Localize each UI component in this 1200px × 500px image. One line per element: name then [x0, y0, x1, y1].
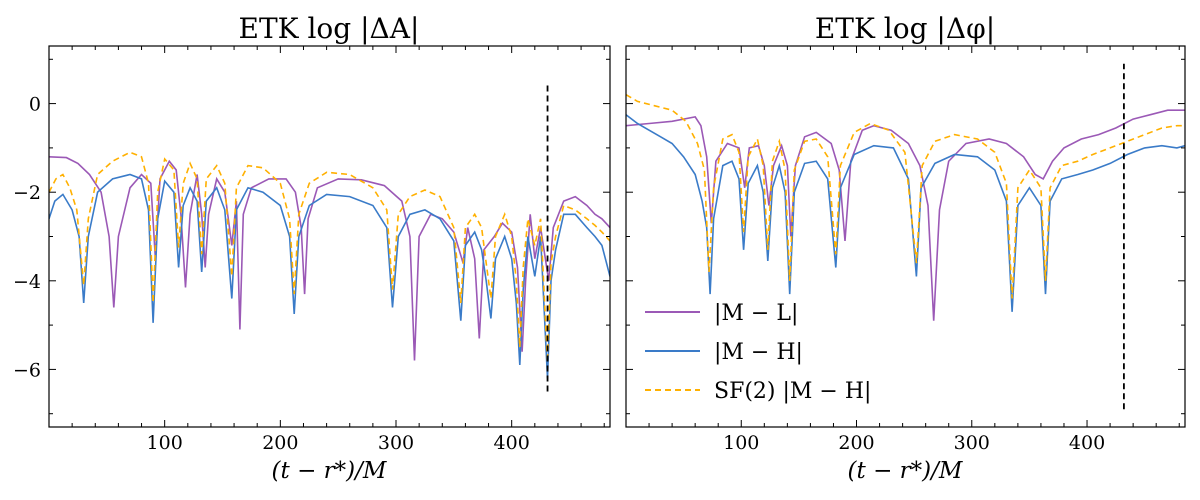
- x-axis-label-amplitude: (t − r*)/M: [272, 458, 388, 484]
- x-tick-label-200-amplitude: 200: [262, 432, 298, 454]
- x-tick-label-200-phase: 200: [838, 432, 874, 454]
- y-tick-label-3-amplitude: −6: [13, 359, 41, 381]
- x-tick-label-400-amplitude: 400: [494, 432, 530, 454]
- y-tick-label-1-amplitude: −2: [13, 182, 41, 204]
- panel-phase: ETK log |Δφ| 100 200 300 400 (t − r*)/M |M …: [625, 12, 1186, 484]
- series-sf-2-m-h-amplitude: [49, 151, 610, 363]
- plot-frame-phase: [625, 45, 1186, 428]
- x-tick-label-100-phase: 100: [723, 432, 759, 454]
- x-tick-label-300-phase: 300: [954, 432, 990, 454]
- series-sf-2-m-h-phase: [626, 94, 1185, 299]
- plot-frame-amplitude: [48, 45, 611, 428]
- x-axis-label-phase: (t − r*)/M: [848, 458, 964, 484]
- legend-label-m-minus-h: |M − H|: [714, 340, 803, 365]
- legend-label-m-minus-l: |M − L|: [714, 301, 798, 326]
- panel-title-phase: ETK log |Δφ|: [815, 12, 995, 45]
- x-tick-label-300-amplitude: 300: [378, 432, 414, 454]
- series-m-h-amplitude: [49, 173, 610, 379]
- series-m-l-phase: [626, 109, 1185, 321]
- x-tick-label-100-amplitude: 100: [147, 432, 183, 454]
- y-tick-label-2-amplitude: −4: [13, 271, 41, 293]
- panel-amplitude: ETK log |ΔA| 100 200 300 400 0 −2 −4 −6 (t − r*…: [13, 12, 611, 484]
- panel-title-amplitude: ETK log |ΔA|: [239, 12, 420, 45]
- x-tick-label-400-phase: 400: [1069, 432, 1105, 454]
- y-tick-label-0-amplitude: 0: [29, 94, 41, 116]
- legend-label-sf2-m-minus-h: SF(2) |M − H|: [714, 379, 871, 404]
- legend: |M − L| |M − H| SF(2) |M − H|: [645, 301, 871, 404]
